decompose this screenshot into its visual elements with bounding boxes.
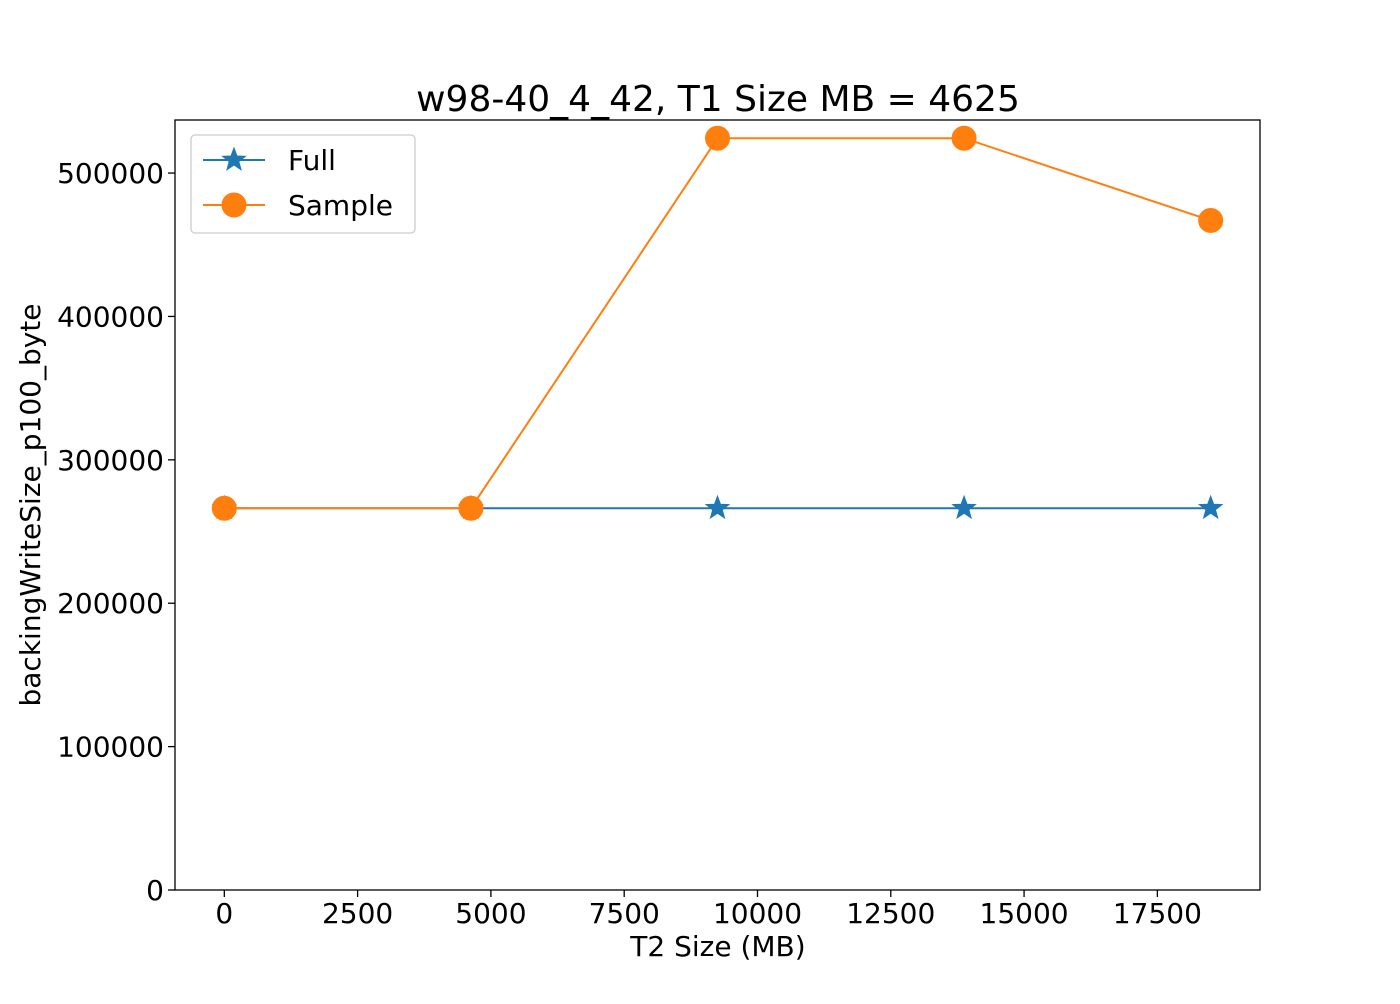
x-axis-label: T2 Size (MB) <box>629 930 805 963</box>
sample-data-point <box>705 125 730 151</box>
x-tick-label: 17500 <box>1113 897 1202 930</box>
legend: Full Sample <box>190 134 416 234</box>
full-data-point <box>704 494 731 520</box>
x-tick-label: 15000 <box>980 897 1069 930</box>
x-tick-label: 0 <box>215 897 233 930</box>
sample-data-point <box>458 495 484 521</box>
legend-full-marker <box>221 146 247 171</box>
plot-frame <box>174 119 1261 891</box>
chart-title: w98-40_4_42, T1 Size MB = 4625 <box>416 79 1020 120</box>
full-data-point <box>951 494 977 520</box>
sample-data-point <box>1198 207 1224 233</box>
y-tick-label: 0 <box>146 874 164 907</box>
full-data-point <box>1197 494 1224 520</box>
x-tick-label: 5000 <box>455 897 526 930</box>
y-axis-ticks: 0 100000 200000 300000 400000 500000 <box>57 157 175 907</box>
y-tick-label: 300000 <box>57 444 164 477</box>
sample-data-point <box>211 495 237 521</box>
legend-entries: Full Sample <box>203 144 393 222</box>
legend-sample-marker <box>221 192 247 218</box>
x-tick-label: 10000 <box>713 897 802 930</box>
y-tick-label: 100000 <box>57 731 164 764</box>
y-tick-label: 200000 <box>57 587 164 620</box>
y-tick-label: 400000 <box>57 300 164 333</box>
x-tick-label: 12500 <box>846 897 935 930</box>
x-tick-label: 7500 <box>589 897 660 930</box>
sample-data-point <box>951 125 977 151</box>
plot-area <box>211 125 1224 521</box>
y-axis-label: backingWriteSize_p100_byte <box>14 303 47 706</box>
legend-sample-label: Sample <box>288 189 393 222</box>
y-tick-label: 500000 <box>57 157 164 190</box>
x-axis-ticks: 0 2500 5000 7500 10000 12500 15000 17500 <box>215 890 1202 930</box>
x-tick-label: 2500 <box>322 897 393 930</box>
legend-full-label: Full <box>288 144 336 177</box>
